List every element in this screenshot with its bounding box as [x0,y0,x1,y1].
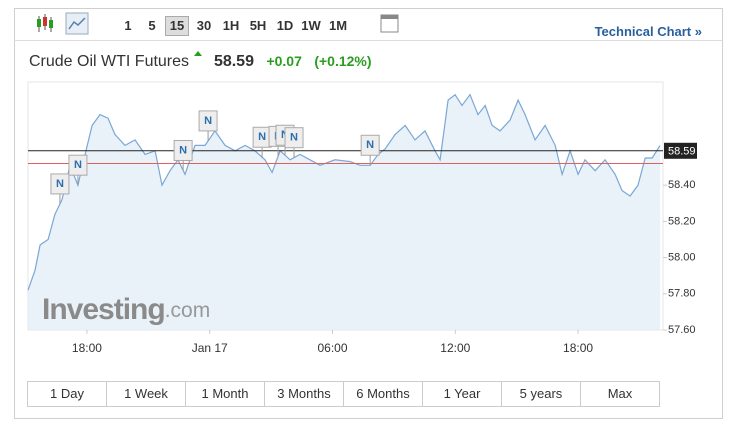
up-arrow [194,51,203,56]
link-text[interactable]: Technical Chart [594,24,692,39]
interval-button[interactable]: 1M [328,18,348,33]
technical-chart-link[interactable]: Technical Chart » [595,24,702,39]
range-button[interactable]: 6 Months [343,381,423,407]
range-button[interactable]: 3 Months [264,381,344,407]
change-pct: (+0.12%) [314,53,372,69]
instrument-name: Crude Oil WTI Futures [29,53,190,70]
frame [14,8,723,419]
settings-icon[interactable] [376,8,406,40]
interval-button[interactable]: 1W [301,18,321,33]
interval-button[interactable]: 15 [165,16,189,36]
interval-button[interactable]: 1H [222,18,240,33]
link-arrow[interactable]: » [694,24,702,39]
chart-type-icons [37,12,89,35]
interval-button[interactable]: 1D [276,18,294,33]
range-button[interactable]: 1 Year [422,381,502,407]
price: 58.59 [213,53,254,70]
range-button[interactable]: 5 years [501,381,581,407]
toolbar: Technical Chart » 1 5 15 30 1H 5H 1D 1W 1M [14,8,722,41]
range-button[interactable]: Max [580,381,660,407]
range-button[interactable]: 1 Month [185,381,265,407]
interval-button[interactable]: 30 [196,18,212,33]
interval-button[interactable]: 5 [148,18,156,33]
interval-button[interactable]: 5H [249,18,267,33]
change: +0.07 [266,53,302,69]
range-button[interactable]: 1 Day [27,381,107,407]
range-button[interactable]: 1 Week [106,381,186,407]
quote-header: Crude Oil WTI Futures 58.59 +0.07 (+0.12… [29,51,372,71]
range-buttons: 1 Day 1 Week 1 Month 3 Months 6 Months 1 Year… [27,381,660,407]
interval-button[interactable]: 1 [124,18,132,33]
